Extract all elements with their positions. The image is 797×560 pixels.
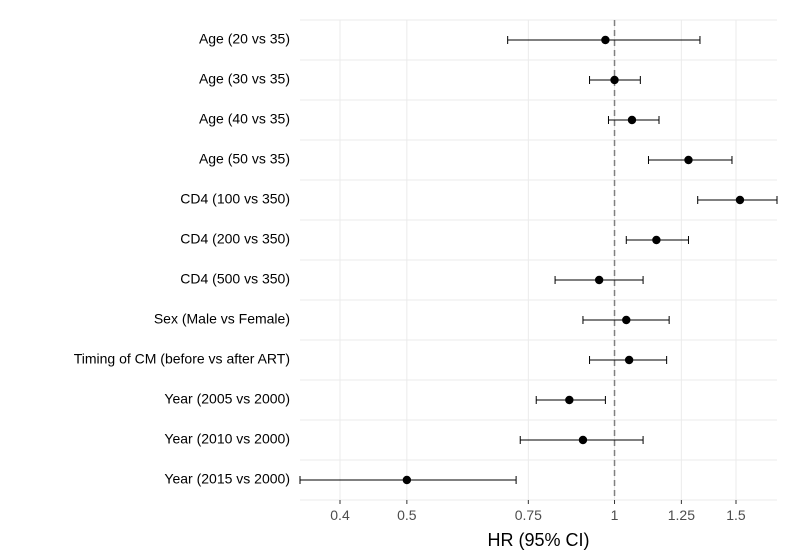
point-estimate xyxy=(628,116,636,124)
y-tick-label: Age (40 vs 35) xyxy=(199,111,290,127)
point-estimate xyxy=(625,356,633,364)
y-tick-label: Year (2015 vs 2000) xyxy=(164,471,290,487)
point-estimate xyxy=(601,36,609,44)
y-tick-label: Sex (Male vs Female) xyxy=(154,311,290,327)
point-estimate xyxy=(684,156,692,164)
y-tick-label: Age (50 vs 35) xyxy=(199,151,290,167)
point-estimate xyxy=(595,276,603,284)
point-estimate xyxy=(652,236,660,244)
x-tick-label: 0.4 xyxy=(330,507,350,523)
y-tick-label: CD4 (100 vs 350) xyxy=(180,191,290,207)
y-tick-label: CD4 (200 vs 350) xyxy=(180,231,290,247)
chart-svg: Age (20 vs 35) Age (30 vs 35) Age (40 vs 3… xyxy=(0,0,797,560)
x-tick-label: 0.75 xyxy=(515,507,542,523)
point-estimate xyxy=(579,436,587,444)
x-tick-label: 1.5 xyxy=(726,507,746,523)
y-tick-label: Age (30 vs 35) xyxy=(199,71,290,87)
point-estimate xyxy=(565,396,573,404)
point-estimate xyxy=(403,476,411,484)
y-tick-label: Year (2010 vs 2000) xyxy=(164,431,290,447)
y-tick-label: Age (20 vs 35) xyxy=(199,31,290,47)
forest-plot: Age (20 vs 35) Age (30 vs 35) Age (40 vs 3… xyxy=(0,0,797,560)
x-tick-label: 1 xyxy=(611,507,619,523)
point-estimate xyxy=(622,316,630,324)
x-axis-title: HR (95% CI) xyxy=(487,530,589,550)
x-tick-label: 0.5 xyxy=(397,507,417,523)
point-estimate xyxy=(736,196,744,204)
y-tick-label: CD4 (500 vs 350) xyxy=(180,271,290,287)
y-tick-label: Year (2005 vs 2000) xyxy=(164,391,290,407)
point-estimate xyxy=(610,76,618,84)
x-tick-label: 1.25 xyxy=(668,507,695,523)
y-tick-label: Timing of CM (before vs after ART) xyxy=(74,351,290,367)
